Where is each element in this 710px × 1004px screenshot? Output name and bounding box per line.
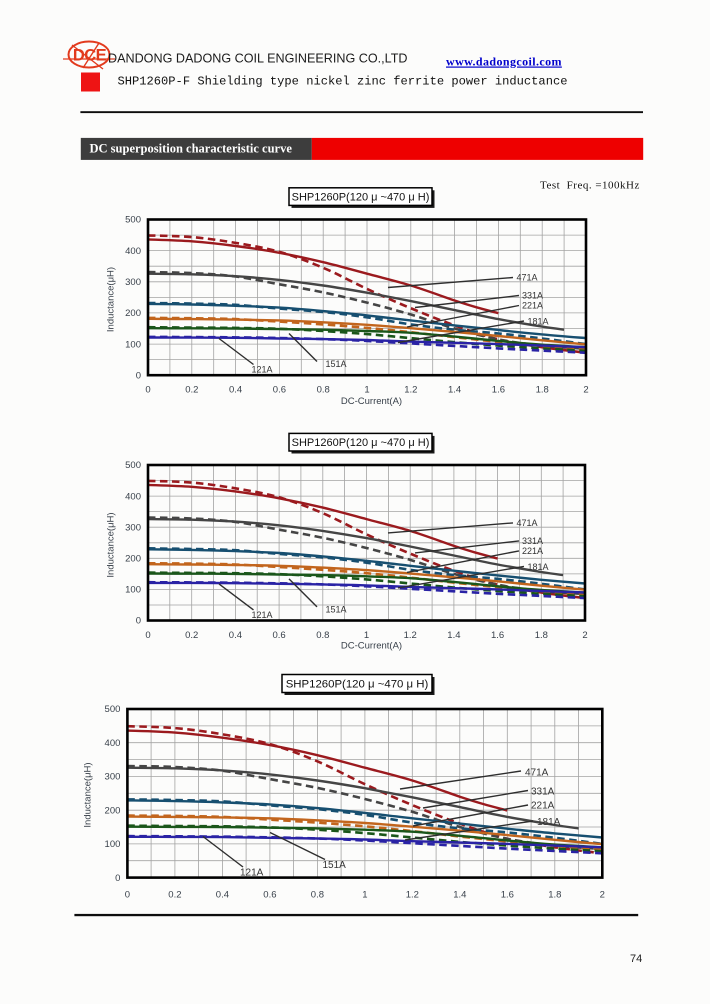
svg-text:400: 400 bbox=[125, 246, 141, 257]
svg-text:471A: 471A bbox=[517, 518, 538, 528]
svg-text:0: 0 bbox=[136, 370, 141, 381]
svg-text:1.8: 1.8 bbox=[535, 630, 548, 641]
svg-text:100: 100 bbox=[125, 585, 141, 596]
svg-text:1.4: 1.4 bbox=[447, 630, 460, 641]
svg-text:471A: 471A bbox=[517, 273, 538, 283]
svg-text:0.2: 0.2 bbox=[185, 385, 198, 396]
svg-text:221A: 221A bbox=[522, 546, 543, 556]
svg-text:Inductance(μH): Inductance(μH) bbox=[83, 762, 94, 827]
svg-text:1.2: 1.2 bbox=[406, 890, 419, 901]
svg-text:1: 1 bbox=[364, 630, 369, 641]
svg-text:1.2: 1.2 bbox=[404, 385, 417, 396]
svg-text:DCE: DCE bbox=[73, 47, 107, 65]
svg-text:0.8: 0.8 bbox=[316, 630, 329, 641]
svg-text:SHP1260P(120 μ ~470 μ H): SHP1260P(120 μ ~470 μ H) bbox=[286, 679, 429, 691]
svg-text:121A: 121A bbox=[252, 610, 273, 620]
svg-text:0.8: 0.8 bbox=[311, 890, 324, 901]
svg-text:151A: 151A bbox=[326, 604, 347, 614]
svg-text:331A: 331A bbox=[522, 291, 543, 301]
svg-text:200: 200 bbox=[125, 308, 141, 319]
svg-text:1.8: 1.8 bbox=[548, 890, 561, 901]
svg-text:SHP1260P(120 μ ~470 μ H): SHP1260P(120 μ ~470 μ H) bbox=[292, 437, 430, 449]
svg-text:500: 500 bbox=[105, 704, 121, 715]
svg-text:181A: 181A bbox=[537, 817, 561, 828]
svg-text:400: 400 bbox=[105, 738, 121, 749]
svg-text:0.4: 0.4 bbox=[229, 385, 242, 396]
svg-text:1.6: 1.6 bbox=[491, 630, 504, 641]
svg-text:221A: 221A bbox=[531, 801, 555, 812]
svg-text:2: 2 bbox=[582, 630, 587, 641]
svg-text:0: 0 bbox=[125, 890, 130, 901]
svg-text:0.6: 0.6 bbox=[263, 890, 276, 901]
svg-text:200: 200 bbox=[125, 554, 141, 565]
svg-text:2: 2 bbox=[583, 385, 588, 396]
svg-text:DANDONG DADONG COIL ENGINEERIN: DANDONG DADONG COIL ENGINEERING CO.,LTD bbox=[108, 52, 407, 66]
svg-text:0.2: 0.2 bbox=[185, 630, 198, 641]
svg-text:www.dadongcoil.com: www.dadongcoil.com bbox=[446, 55, 562, 69]
svg-text:74: 74 bbox=[630, 953, 642, 965]
svg-text:151A: 151A bbox=[323, 860, 347, 871]
svg-text:1.4: 1.4 bbox=[453, 890, 466, 901]
svg-text:2: 2 bbox=[600, 890, 605, 901]
svg-text:SHP1260P-F Shielding type nic: SHP1260P-F Shielding type nickel zinc fe… bbox=[118, 75, 568, 89]
svg-text:1.2: 1.2 bbox=[404, 630, 417, 641]
svg-text:0.4: 0.4 bbox=[216, 890, 229, 901]
svg-text:1.6: 1.6 bbox=[492, 385, 505, 396]
svg-text:100: 100 bbox=[125, 339, 141, 350]
svg-text:0.6: 0.6 bbox=[272, 630, 285, 641]
svg-text:121A: 121A bbox=[240, 868, 264, 879]
svg-text:200: 200 bbox=[105, 805, 121, 816]
svg-text:121A: 121A bbox=[252, 365, 273, 375]
svg-text:DC superposition characteristi: DC superposition characteristic curve bbox=[90, 142, 293, 156]
svg-text:331A: 331A bbox=[522, 536, 543, 546]
svg-text:Inductance(μH): Inductance(μH) bbox=[106, 267, 117, 332]
svg-text:0: 0 bbox=[136, 616, 141, 627]
svg-text:400: 400 bbox=[125, 491, 141, 502]
svg-text:0.4: 0.4 bbox=[229, 630, 242, 641]
svg-text:500: 500 bbox=[125, 215, 141, 226]
svg-text:0: 0 bbox=[145, 630, 150, 641]
svg-text:181A: 181A bbox=[528, 562, 549, 572]
svg-text:0.2: 0.2 bbox=[168, 890, 181, 901]
svg-text:300: 300 bbox=[125, 522, 141, 533]
svg-text:331A: 331A bbox=[531, 787, 555, 798]
svg-text:300: 300 bbox=[105, 772, 121, 783]
svg-text:500: 500 bbox=[125, 460, 141, 471]
svg-text:SHP1260P(120 μ ~470 μ H): SHP1260P(120 μ ~470 μ H) bbox=[292, 192, 430, 204]
svg-text:DC-Current(A): DC-Current(A) bbox=[341, 396, 402, 407]
svg-text:300: 300 bbox=[125, 277, 141, 288]
svg-text:DC-Current(A): DC-Current(A) bbox=[341, 641, 402, 652]
svg-text:0.8: 0.8 bbox=[317, 385, 330, 396]
svg-text:151A: 151A bbox=[326, 359, 347, 369]
svg-text:1.4: 1.4 bbox=[448, 385, 461, 396]
svg-text:1: 1 bbox=[362, 890, 367, 901]
svg-text:1: 1 bbox=[364, 385, 369, 396]
svg-text:1.8: 1.8 bbox=[536, 385, 549, 396]
svg-text:0: 0 bbox=[115, 873, 120, 884]
svg-text:221A: 221A bbox=[522, 301, 543, 311]
svg-text:100: 100 bbox=[105, 839, 121, 850]
svg-text:1.6: 1.6 bbox=[501, 890, 514, 901]
svg-text:181A: 181A bbox=[528, 317, 549, 327]
svg-text:471A: 471A bbox=[525, 768, 549, 779]
svg-text:Test Freq. =100kHz: Test Freq. =100kHz bbox=[540, 180, 640, 192]
svg-text:0.6: 0.6 bbox=[273, 385, 286, 396]
svg-text:Inductance(μH): Inductance(μH) bbox=[106, 512, 117, 577]
svg-text:0: 0 bbox=[145, 385, 150, 396]
